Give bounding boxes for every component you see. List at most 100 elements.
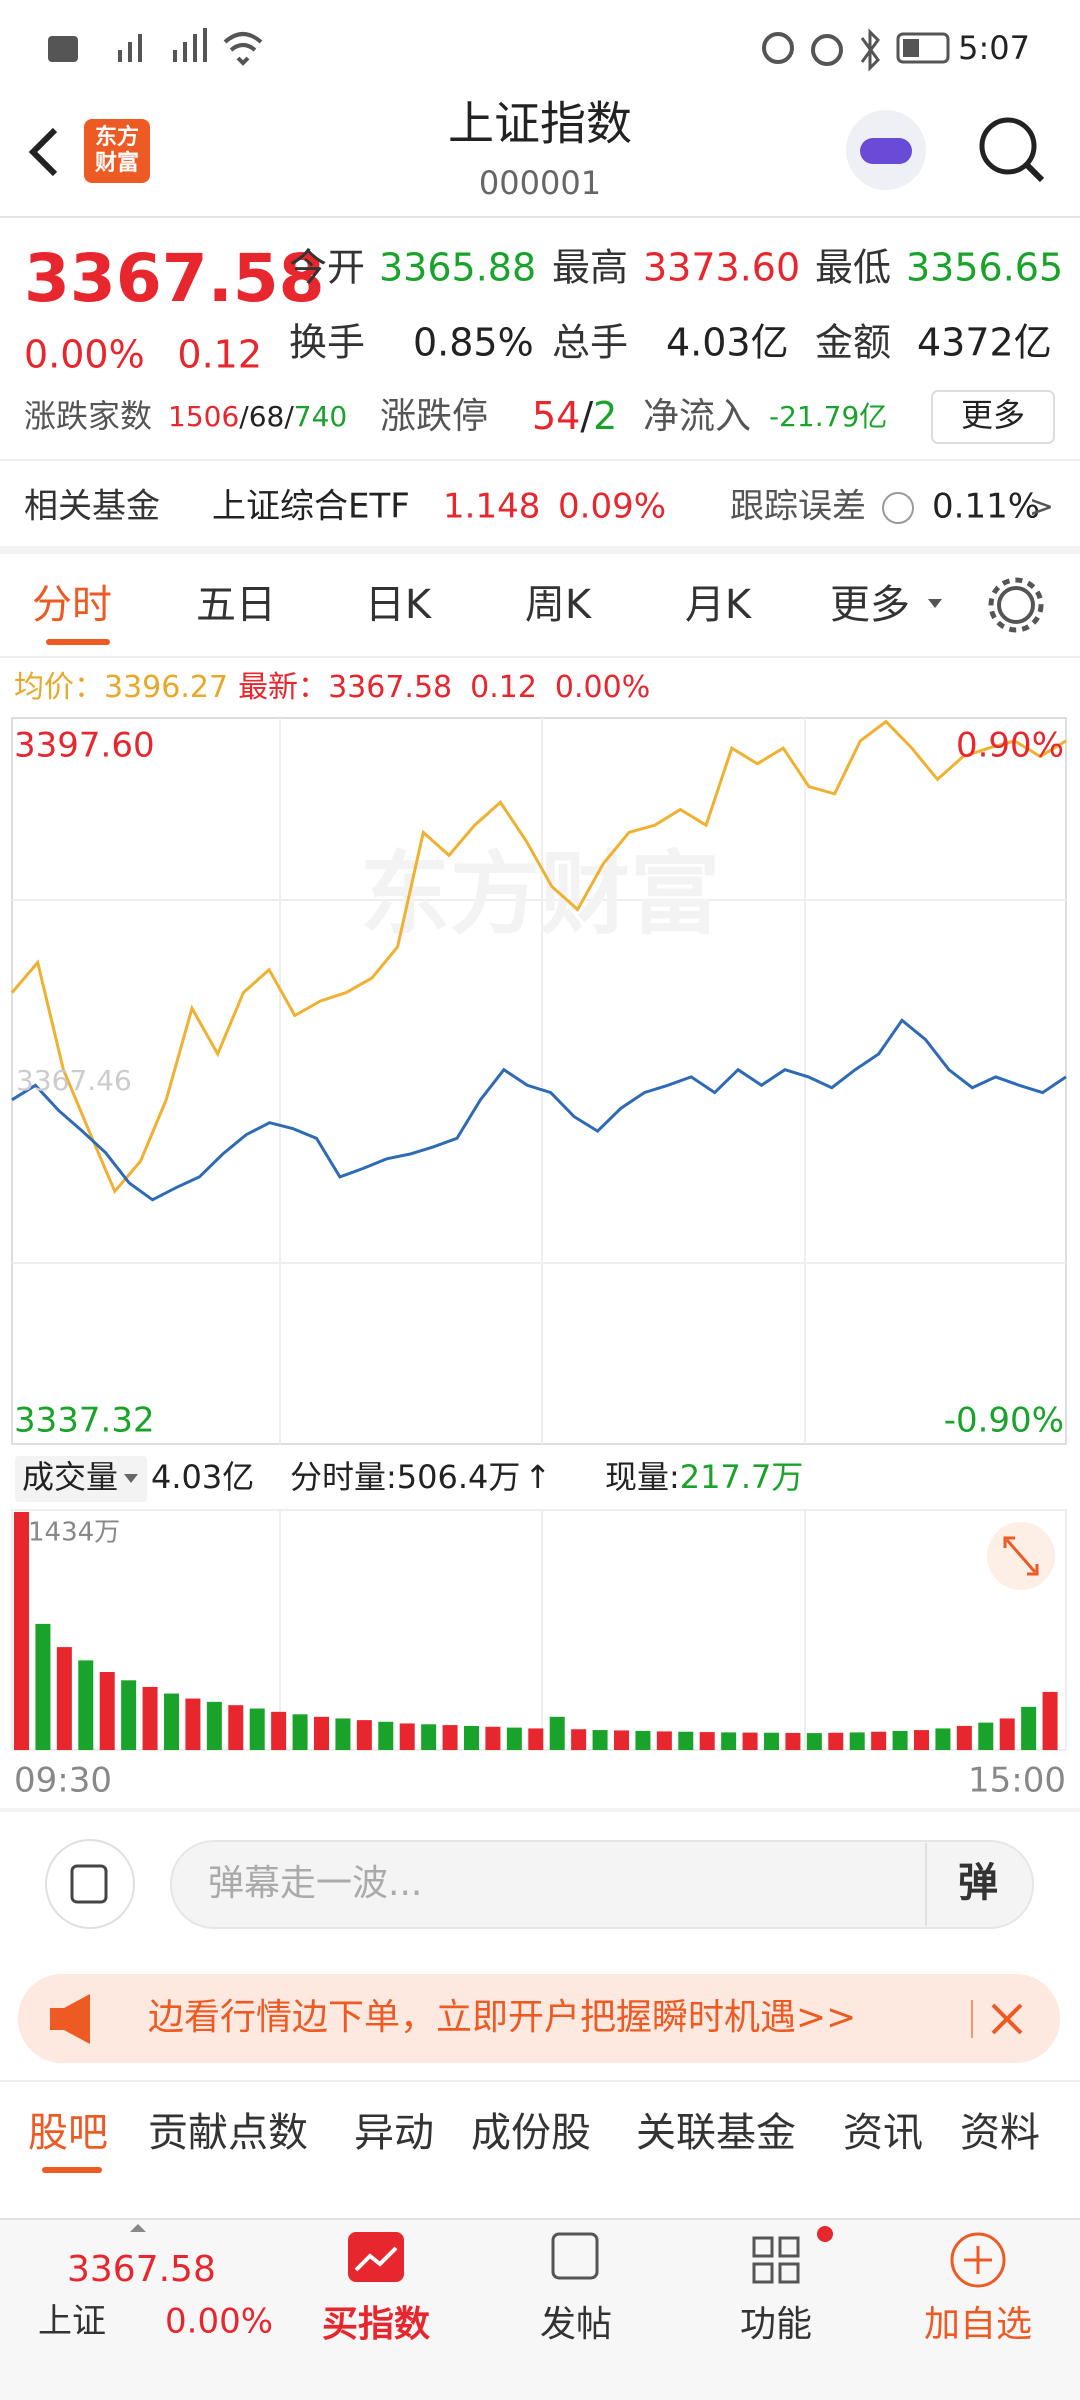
limit-down: 2 (593, 394, 617, 438)
nav-item[interactable]: 买指数 (322, 2304, 430, 2345)
up-caret (130, 2224, 146, 2232)
function-icon (752, 2236, 800, 2284)
change: 0.12 (177, 333, 262, 377)
expand-icon (1003, 1536, 1039, 1576)
volume-bar (978, 1722, 994, 1750)
limit-up: 54 (532, 394, 580, 438)
volume-bar (399, 1723, 415, 1750)
volume-bar (35, 1623, 51, 1750)
logo-text: 东方 (95, 124, 139, 150)
battery-icon (896, 32, 950, 64)
volume-bar (249, 1708, 265, 1750)
app-logo (84, 119, 150, 183)
volume-bar (206, 1701, 222, 1750)
tab[interactable]: 周K (525, 582, 593, 628)
volume-bar (871, 1731, 887, 1750)
volume-bar (378, 1721, 394, 1750)
volume-bar (721, 1732, 737, 1750)
lead-line (10, 719, 1067, 1195)
intraday-info: 均价：3396.27 最新：3367.58 0.12 0.00% (14, 670, 650, 705)
flat-count: 68 (249, 400, 285, 433)
volume-bar (549, 1716, 565, 1750)
volume-select[interactable] (15, 1456, 147, 1502)
volume-bar (14, 1512, 29, 1750)
volume-bar (892, 1730, 908, 1750)
banner[interactable] (18, 1974, 1060, 2063)
fund-arrow[interactable]: > (1029, 490, 1054, 525)
volume-bar (356, 1720, 372, 1750)
fund-name[interactable]: 上证综合ETF (212, 487, 410, 527)
tracking: 0.11% (932, 487, 1040, 527)
danmaku-button[interactable]: 弹 (958, 1860, 998, 1906)
alarm-icon (811, 34, 843, 66)
tab[interactable]: 分时 (32, 582, 112, 628)
chart-frame (11, 717, 1067, 1445)
tracking-label: 跟踪误差 (730, 487, 866, 527)
stat-label: 最高 (552, 246, 628, 290)
settings-button[interactable] (997, 586, 1035, 624)
inflow-label: 净流入 (643, 396, 751, 437)
tab[interactable]: 日K (365, 582, 433, 628)
more-label: 更多 (961, 396, 1025, 434)
add-watch-icon (950, 2232, 1006, 2288)
buy-index-icon (348, 2232, 404, 2282)
pct-max-label: 0.90% (956, 726, 1064, 766)
sub-tab[interactable]: 关联基金 (636, 2110, 796, 2156)
intraday-chart (10, 719, 1067, 1202)
banner-close[interactable] (991, 2003, 1023, 2035)
stock-code: 000001 (479, 164, 601, 202)
sep: / (284, 400, 294, 433)
sub-tab[interactable]: 资料 (960, 2110, 1040, 2156)
y-min-label: 3337.32 (14, 1401, 155, 1441)
comment-placeholder: 弹幕走一波... (208, 1863, 422, 1904)
stat-value: 3373.60 (643, 246, 800, 290)
volume-bar (656, 1731, 672, 1750)
help-icon[interactable] (882, 492, 914, 524)
robot-face (860, 138, 912, 164)
comment-list-button[interactable] (45, 1839, 135, 1929)
stat-label: 金额 (815, 321, 891, 365)
back-button[interactable] (28, 127, 58, 177)
search-button[interactable] (979, 117, 1037, 175)
comment-input[interactable] (170, 1840, 1034, 1929)
sub-tab[interactable]: 贡献点数 (148, 2110, 308, 2156)
nav-item[interactable]: 加自选 (924, 2304, 1032, 2345)
sep: / (239, 400, 249, 433)
limit-label: 涨跌停 (380, 396, 488, 437)
tab[interactable]: 五日 (196, 582, 276, 628)
tab-underline (46, 639, 110, 645)
volume-max: 1434万 (28, 1518, 120, 1548)
battery-level (903, 39, 919, 57)
current-value: 217.7万 (680, 1458, 804, 1496)
volume-bar (421, 1724, 437, 1750)
bottom-nav (0, 2219, 1080, 2400)
clock: 5:07 (958, 29, 1030, 67)
volume-bar (185, 1698, 201, 1750)
sub-tab[interactable]: 异动 (354, 2110, 434, 2156)
sub-tab[interactable]: 资讯 (843, 2110, 923, 2156)
volume-bar (828, 1732, 844, 1750)
fund-price: 1.148 (443, 487, 540, 527)
wifi-icon (223, 32, 263, 66)
tab[interactable]: 更多 (830, 582, 910, 628)
tab[interactable]: 月K (685, 582, 753, 628)
sub-tab[interactable]: 成份股 (471, 2110, 591, 2156)
volume-grid (279, 1510, 806, 1750)
add-watch-plus (964, 2246, 992, 2274)
tabs: 分时 五日 日K 周K 月K 更多 (32, 582, 942, 645)
stat-label: 换手 (289, 321, 365, 365)
nav-name: 上证 (38, 2302, 106, 2342)
hd-icon (48, 36, 78, 62)
volume-bar (1021, 1706, 1037, 1750)
comment-icon (70, 1864, 108, 1904)
nav-item[interactable]: 功能 (740, 2304, 812, 2345)
volume-bar (999, 1718, 1015, 1750)
nav-item[interactable]: 发帖 (540, 2304, 612, 2345)
down-count: 740 (294, 400, 347, 433)
volume-bar (228, 1705, 244, 1750)
more-button[interactable] (931, 390, 1055, 444)
post-icon (551, 2232, 599, 2280)
volume-bar (956, 1725, 972, 1750)
sub-tab[interactable]: 股吧 (28, 2110, 108, 2156)
